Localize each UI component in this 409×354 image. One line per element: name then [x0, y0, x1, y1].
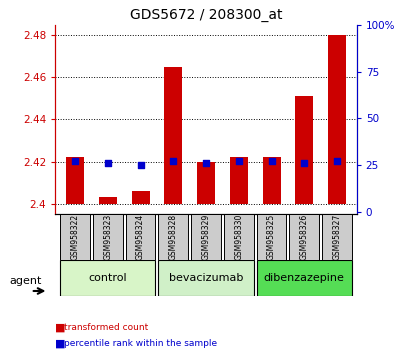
Bar: [294, 96, 312, 204]
Bar: [99, 197, 117, 204]
Text: GSM958324: GSM958324: [136, 214, 145, 260]
Text: percentile rank within the sample: percentile rank within the sample: [63, 339, 216, 348]
Bar: [92, 214, 122, 260]
Bar: [158, 260, 253, 296]
Bar: [131, 191, 149, 204]
Text: GSM958326: GSM958326: [299, 214, 308, 260]
Bar: [191, 214, 220, 260]
Point: [202, 160, 209, 166]
Text: agent: agent: [9, 276, 41, 286]
Text: transformed count: transformed count: [63, 323, 147, 332]
Bar: [158, 214, 188, 260]
Point: [170, 159, 176, 164]
Text: GSM958329: GSM958329: [201, 214, 210, 260]
Bar: [321, 214, 351, 260]
Bar: [60, 214, 90, 260]
Text: GSM958325: GSM958325: [266, 214, 275, 260]
Bar: [60, 260, 155, 296]
Point: [235, 159, 241, 164]
Point: [333, 159, 339, 164]
Text: GSM958322: GSM958322: [70, 214, 79, 260]
Point: [72, 159, 78, 164]
Text: GSM958323: GSM958323: [103, 214, 112, 260]
Bar: [223, 214, 253, 260]
Bar: [256, 214, 286, 260]
Text: dibenzazepine: dibenzazepine: [263, 273, 344, 283]
Bar: [256, 260, 351, 296]
Bar: [164, 67, 182, 204]
Text: GSM958328: GSM958328: [169, 214, 178, 260]
Text: ■: ■: [55, 322, 66, 332]
Title: GDS5672 / 208300_at: GDS5672 / 208300_at: [130, 8, 281, 22]
Bar: [125, 214, 155, 260]
Bar: [229, 157, 247, 204]
Bar: [262, 157, 280, 204]
Bar: [197, 161, 214, 204]
Text: GSM958327: GSM958327: [332, 214, 341, 260]
Bar: [289, 214, 319, 260]
Point: [137, 162, 144, 168]
Bar: [327, 35, 345, 204]
Text: ■: ■: [55, 338, 66, 348]
Point: [300, 160, 307, 166]
Text: control: control: [88, 273, 127, 283]
Point: [267, 159, 274, 164]
Text: GSM958330: GSM958330: [234, 214, 243, 261]
Point: [104, 160, 111, 166]
Text: bevacizumab: bevacizumab: [169, 273, 243, 283]
Bar: [66, 157, 84, 204]
